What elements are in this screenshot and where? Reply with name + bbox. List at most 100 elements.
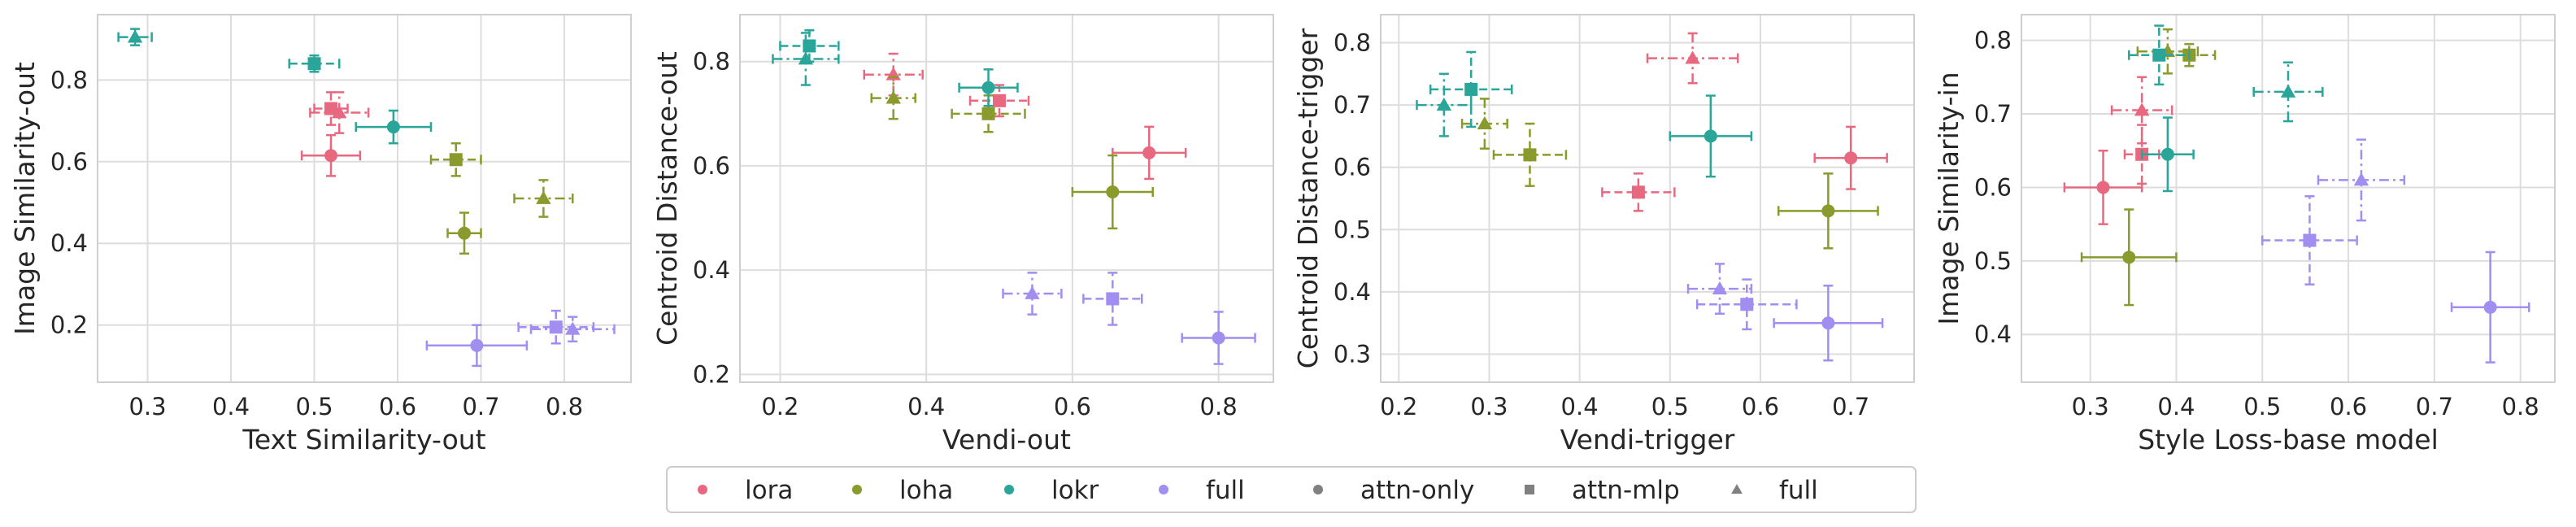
legend-entry: full [1731,476,1818,505]
x-tick-label: 0.5 [295,393,333,420]
marker-square [449,153,463,167]
point-loha-triangle [2136,28,2200,75]
axes-frame [97,14,632,383]
x-tick-label: 0.8 [2502,393,2539,420]
x-tick-label: 0.7 [2416,393,2453,420]
legend-marker [1731,484,1743,494]
marker-square [1106,292,1120,306]
marker-square [2303,233,2317,247]
point-lokr-circle [1669,94,1753,178]
marker-triangle [332,105,347,119]
marker-square [2152,48,2166,62]
x-axis-label: Style Loss-base model [2138,424,2439,455]
marker-circle [1821,204,1835,218]
marker-square [1631,185,1645,199]
x-tick-label: 0.7 [1832,393,1869,420]
legend-label: lora [745,476,793,505]
marker-circle [1844,151,1858,165]
point-lokr-triangle [2252,61,2324,123]
point-loha-square [1492,122,1568,187]
plot-area [2021,15,2555,382]
x-tick-label: 0.6 [1742,393,1779,420]
marker-circle [981,81,995,94]
legend-entry: lora [698,476,793,505]
x-tick-label: 0.6 [1054,393,1091,420]
chart-panel-1: 0.3 0.4 0.5 0.6 0.7 0.8 0.2 0.4 0.6 0.8 Text Simil… [9,14,632,455]
point-loha-triangle [870,76,916,120]
point-full-triangle [529,316,616,343]
y-tick-label: 0.4 [1334,278,1371,306]
point-lokr-triangle [772,32,840,86]
point-full-circle [1773,285,1884,362]
axes-frame [2021,14,2556,383]
legend-label: full [1779,476,1818,505]
point-full-square [1082,272,1143,326]
y-tick-label: 0.7 [1974,100,2012,128]
y-tick-label: 0.8 [50,66,88,94]
x-axis-label: Vendi-trigger [1560,424,1735,455]
grid [1381,15,1914,382]
x-tick-label: 0.4 [1561,393,1599,420]
axes-frame [739,14,1274,383]
marker-circle [2160,147,2174,161]
legend-marker [852,485,862,494]
marker-triangle [1685,50,1700,64]
x-tick-label: 0.7 [462,393,499,420]
x-tick-label: 0.8 [546,393,583,420]
legend-marker [1313,485,1323,494]
axes-frame [1380,14,1915,383]
marker-circle [2122,250,2136,264]
chart-panel-4: 0.3 0.4 0.5 0.6 0.7 0.8 0.4 0.5 0.6 0.7 0.8 Style L… [1933,14,2556,455]
marker-triangle [2134,102,2150,116]
x-tick-label: 0.3 [1470,393,1508,420]
y-tick-label: 0.5 [1974,247,2012,275]
x-tick-label: 0.5 [2243,393,2281,420]
y-tick-label: 0.8 [1974,27,2012,54]
legend-entry: loha [852,476,953,505]
x-tick-label: 0.2 [1380,393,1417,420]
point-lora-triangle [2110,76,2174,145]
y-tick-label: 0.6 [50,148,88,176]
point-lokr-triangle [1416,72,1473,137]
y-axis-label: Centroid Distance-trigger [1292,28,1324,368]
y-axis-label: Image Similarity-in [1933,72,1965,324]
marker-triangle [565,321,581,335]
chart-panel-2: 0.2 0.4 0.6 0.8 0.2 0.4 0.6 0.8 Vendi-out Centroi… [651,14,1274,455]
x-axis-label: Text Similarity-out [242,424,485,455]
y-tick-label: 0.4 [693,256,730,284]
marker-triangle [2353,172,2369,186]
chart-panel-3: 0.2 0.3 0.4 0.5 0.6 0.7 0.3 0.4 0.5 0.6 0.7 0.8 Vend… [1292,14,1915,455]
point-loha-triangle [513,179,574,218]
marker-triangle [1712,281,1728,294]
point-full-square [1695,278,1798,331]
point-lokr-circle [355,109,433,145]
x-tick-label: 0.6 [2330,393,2367,420]
point-lokr-triangle [117,28,153,46]
x-tick-label: 0.4 [2157,393,2195,420]
y-tick-label: 0.6 [1334,154,1371,181]
legend-entry: attn-only [1313,476,1474,505]
legend-entry: lokr [1004,476,1099,505]
marker-triangle [2280,84,2296,98]
y-tick-label: 0.3 [1334,341,1371,368]
point-lora-circle [1112,125,1187,181]
legend-marker [1525,485,1534,494]
x-tick-label: 0.8 [1200,393,1238,420]
point-loha-circle [1071,154,1154,230]
y-tick-label: 0.4 [50,229,88,257]
marker-square [1523,148,1537,162]
y-tick-label: 0.2 [693,360,730,388]
marker-circle [1142,146,1156,159]
y-tick-label: 0.5 [1334,216,1371,243]
marker-circle [1212,331,1225,345]
marker-circle [2483,300,2497,314]
x-tick-label: 0.4 [212,393,250,420]
marker-square [993,94,1007,107]
point-full-circle [2450,250,2530,364]
marker-square [1740,298,1754,311]
point-lora-square [1601,172,1676,212]
x-axis-label: Vendi-out [942,424,1071,455]
legend-entry: full [1159,476,1245,505]
grid [2021,15,2555,382]
